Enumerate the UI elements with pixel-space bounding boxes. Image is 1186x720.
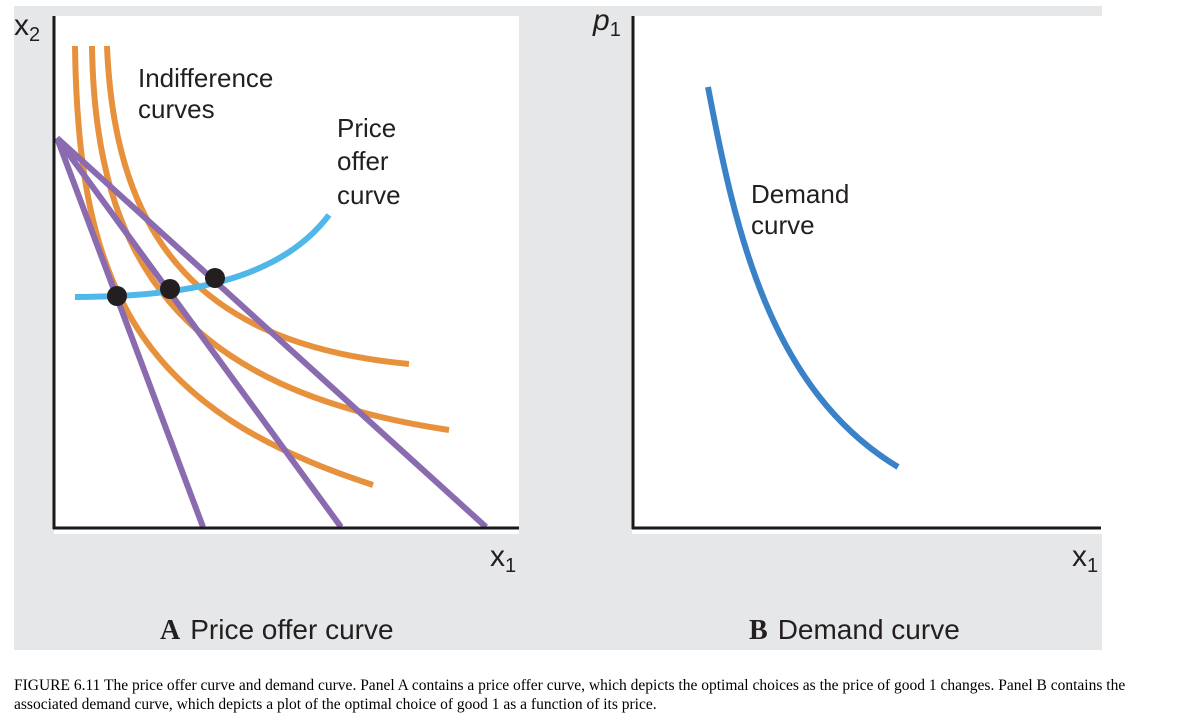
budget-line-1	[54, 136, 206, 529]
indifference-curves-label: Indifference curves	[138, 63, 281, 124]
panel-b: p1 x1 Demand curve	[592, 4, 1101, 577]
panel-a-axes	[52, 16, 519, 530]
panel-a: x2 x1 Indifference curves Price offer cu…	[14, 9, 519, 577]
panel-b-x-axis-label: x1	[1072, 540, 1098, 577]
panel-b-title: B Demand curve	[749, 614, 960, 647]
indifference-curve-3	[104, 45, 410, 367]
panel-b-letter: B	[749, 615, 768, 646]
optimal-choice-points	[107, 268, 225, 306]
panel-b-y-axis-label: p1	[592, 4, 621, 41]
panel-b-axes	[631, 16, 1101, 530]
panel-a-x-axis-label: x1	[490, 540, 516, 577]
figure-caption: FIGURE 6.11 The price offer curve and de…	[14, 677, 1126, 713]
optimal-point-1	[107, 286, 127, 306]
indifference-curve-1	[72, 45, 374, 488]
demand-curve-label: Demand curve	[751, 179, 857, 240]
budget-line-3	[54, 135, 489, 530]
panel-b-title-text: Demand curve	[777, 614, 960, 645]
budget-line-2	[54, 136, 344, 529]
panel-a-title-text: Price offer curve	[190, 614, 394, 645]
budget-lines	[54, 135, 489, 530]
panel-a-title: A Price offer curve	[160, 614, 394, 647]
price-offer-curve-label: Price offer curve	[337, 113, 403, 210]
optimal-point-2	[160, 279, 180, 299]
panel-a-y-axis-label: x2	[14, 9, 40, 46]
indifference-curve-2	[89, 45, 450, 433]
optimal-point-3	[205, 268, 225, 288]
panel-a-letter: A	[160, 615, 181, 646]
demand-curve	[705, 86, 900, 470]
